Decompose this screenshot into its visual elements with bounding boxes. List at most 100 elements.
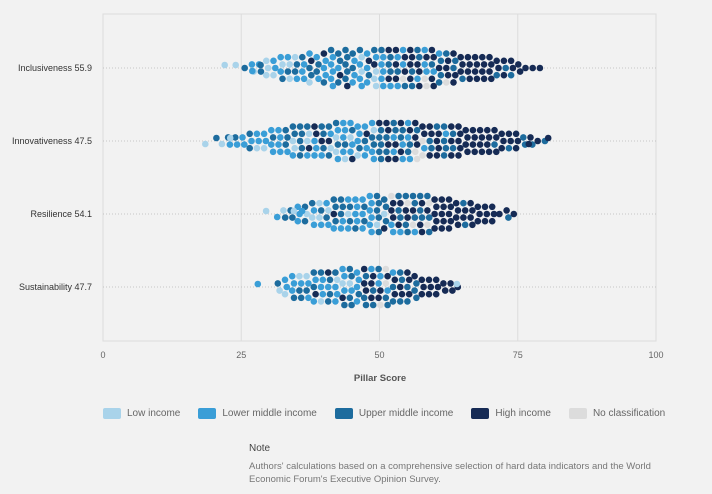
data-point bbox=[327, 46, 335, 54]
data-point bbox=[268, 126, 275, 134]
data-point bbox=[433, 123, 441, 130]
data-point bbox=[298, 130, 306, 138]
data-point bbox=[366, 192, 374, 200]
data-point bbox=[330, 196, 338, 203]
data-point bbox=[346, 217, 354, 225]
data-point bbox=[443, 64, 450, 72]
data-point bbox=[431, 225, 438, 232]
data-point bbox=[308, 57, 315, 65]
data-point bbox=[390, 119, 398, 127]
data-point bbox=[507, 57, 515, 65]
data-point bbox=[361, 217, 368, 225]
data-point bbox=[373, 192, 381, 200]
data-point bbox=[336, 71, 344, 79]
data-point bbox=[305, 130, 313, 138]
data-point bbox=[522, 64, 529, 72]
data-point bbox=[423, 53, 430, 61]
data-point bbox=[291, 130, 299, 138]
data-point bbox=[359, 196, 366, 203]
data-point bbox=[440, 137, 448, 145]
x-tick-label: 75 bbox=[513, 350, 523, 360]
data-point bbox=[337, 196, 345, 203]
data-point bbox=[284, 68, 292, 75]
data-point bbox=[424, 221, 431, 229]
data-point bbox=[431, 210, 438, 218]
data-point bbox=[389, 298, 397, 305]
data-point bbox=[512, 144, 520, 152]
data-point bbox=[316, 214, 323, 221]
data-point bbox=[270, 57, 277, 65]
data-point bbox=[281, 290, 289, 298]
data-point bbox=[375, 294, 382, 302]
data-point bbox=[471, 134, 479, 141]
data-point bbox=[426, 123, 434, 130]
data-point bbox=[418, 214, 426, 221]
data-point bbox=[423, 68, 430, 75]
data-point bbox=[426, 152, 434, 159]
data-point bbox=[471, 148, 479, 156]
data-point bbox=[311, 152, 318, 159]
data-point bbox=[396, 283, 404, 291]
data-point bbox=[396, 269, 404, 276]
data-point bbox=[337, 210, 345, 218]
data-point bbox=[352, 210, 359, 218]
data-point bbox=[435, 64, 443, 72]
data-point bbox=[289, 214, 296, 221]
data-point bbox=[419, 152, 426, 159]
data-point bbox=[457, 144, 464, 152]
data-point bbox=[484, 126, 491, 134]
data-point bbox=[392, 126, 399, 134]
data-point bbox=[414, 61, 421, 68]
data-point bbox=[288, 272, 296, 280]
data-point bbox=[297, 280, 305, 287]
data-point bbox=[372, 53, 380, 61]
data-point bbox=[445, 196, 453, 203]
data-point bbox=[355, 276, 363, 284]
chart-note: Note Authors' calculations based on a co… bbox=[249, 442, 689, 486]
data-point bbox=[368, 199, 375, 207]
data-point bbox=[342, 75, 349, 83]
data-point bbox=[428, 75, 436, 83]
data-point bbox=[262, 137, 270, 145]
data-point bbox=[447, 217, 455, 225]
data-point bbox=[411, 287, 418, 294]
data-point bbox=[514, 137, 522, 145]
data-point bbox=[404, 134, 412, 141]
data-point bbox=[391, 290, 399, 298]
data-point bbox=[476, 210, 483, 218]
data-point bbox=[437, 57, 445, 65]
data-point bbox=[260, 144, 268, 152]
data-point bbox=[457, 68, 465, 75]
data-point bbox=[382, 265, 390, 273]
data-point bbox=[268, 141, 275, 148]
data-point bbox=[308, 71, 315, 79]
data-point bbox=[351, 57, 358, 65]
data-point bbox=[466, 61, 474, 68]
data-point bbox=[327, 75, 335, 83]
data-point bbox=[282, 141, 290, 148]
data-point bbox=[397, 134, 405, 141]
data-point bbox=[440, 123, 448, 130]
data-point bbox=[253, 130, 261, 138]
data-point bbox=[452, 199, 460, 207]
data-point bbox=[412, 148, 419, 156]
data-point bbox=[324, 269, 332, 276]
data-point bbox=[264, 64, 272, 72]
data-point bbox=[423, 82, 430, 90]
data-point bbox=[303, 210, 311, 218]
data-point bbox=[341, 141, 349, 148]
data-point bbox=[460, 214, 467, 221]
data-point bbox=[461, 207, 469, 214]
data-point bbox=[466, 75, 474, 83]
data-point bbox=[363, 130, 371, 138]
data-point bbox=[481, 203, 489, 211]
data-point bbox=[416, 53, 423, 61]
data-point bbox=[334, 126, 342, 134]
data-point bbox=[304, 137, 311, 145]
data-point bbox=[293, 75, 301, 83]
data-point bbox=[409, 221, 417, 229]
data-point bbox=[300, 75, 308, 83]
data-point bbox=[298, 207, 306, 215]
data-point bbox=[303, 272, 310, 280]
data-point bbox=[430, 53, 438, 61]
